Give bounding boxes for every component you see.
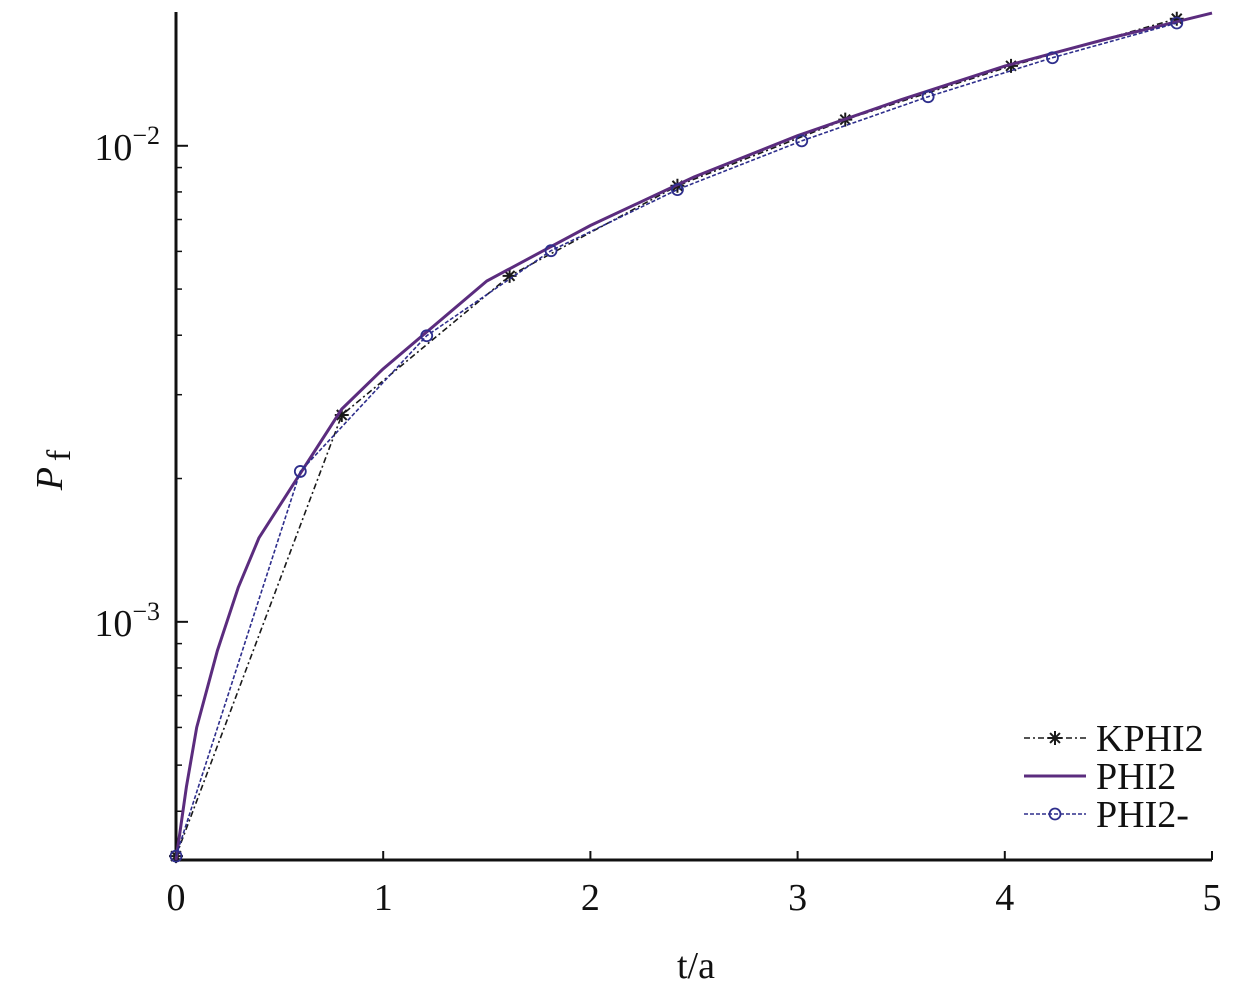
marker-star <box>1048 731 1062 745</box>
x-tick-label: 2 <box>581 877 600 919</box>
series-line <box>174 11 1213 861</box>
marker-circle <box>1170 16 1184 30</box>
marker-circle <box>1046 51 1059 65</box>
marker-circle <box>544 244 558 258</box>
marker-circle <box>1048 807 1062 821</box>
y-axis-label-main: P <box>29 467 71 491</box>
legend-label: KPHI2 <box>1096 718 1204 760</box>
y-tick-base: 10 <box>94 127 132 169</box>
y-tick-label: 10−2 <box>94 121 160 169</box>
y-tick-base: 10 <box>94 603 132 645</box>
x-tick-label: 5 <box>1203 877 1222 919</box>
y-axis-label: Pf <box>29 449 78 491</box>
y-tick-exponent: −3 <box>132 597 160 626</box>
series-line <box>175 22 1178 857</box>
marker-circle <box>795 134 809 148</box>
x-tick-label: 4 <box>995 877 1014 919</box>
marker-star <box>334 407 349 422</box>
x-axis-label: t/a <box>677 945 715 987</box>
marker-star <box>502 268 517 283</box>
marker-circle <box>293 465 307 478</box>
marker-circle <box>921 90 935 104</box>
legend-label: PHI2 <box>1096 756 1176 798</box>
x-tick-label: 1 <box>374 877 393 919</box>
y-tick-exponent: −2 <box>132 121 160 150</box>
x-tick-label: 3 <box>788 877 807 919</box>
x-tick-label: 0 <box>167 877 186 919</box>
legend-label: PHI2- <box>1096 794 1189 836</box>
y-tick-label: 10−3 <box>94 597 160 645</box>
series-line <box>175 17 1178 857</box>
marker-circle <box>420 329 434 343</box>
marker-circle <box>671 183 684 197</box>
y-axis-label-sub: f <box>41 449 78 461</box>
marker-star <box>1169 11 1184 26</box>
marker-circle <box>169 849 183 863</box>
